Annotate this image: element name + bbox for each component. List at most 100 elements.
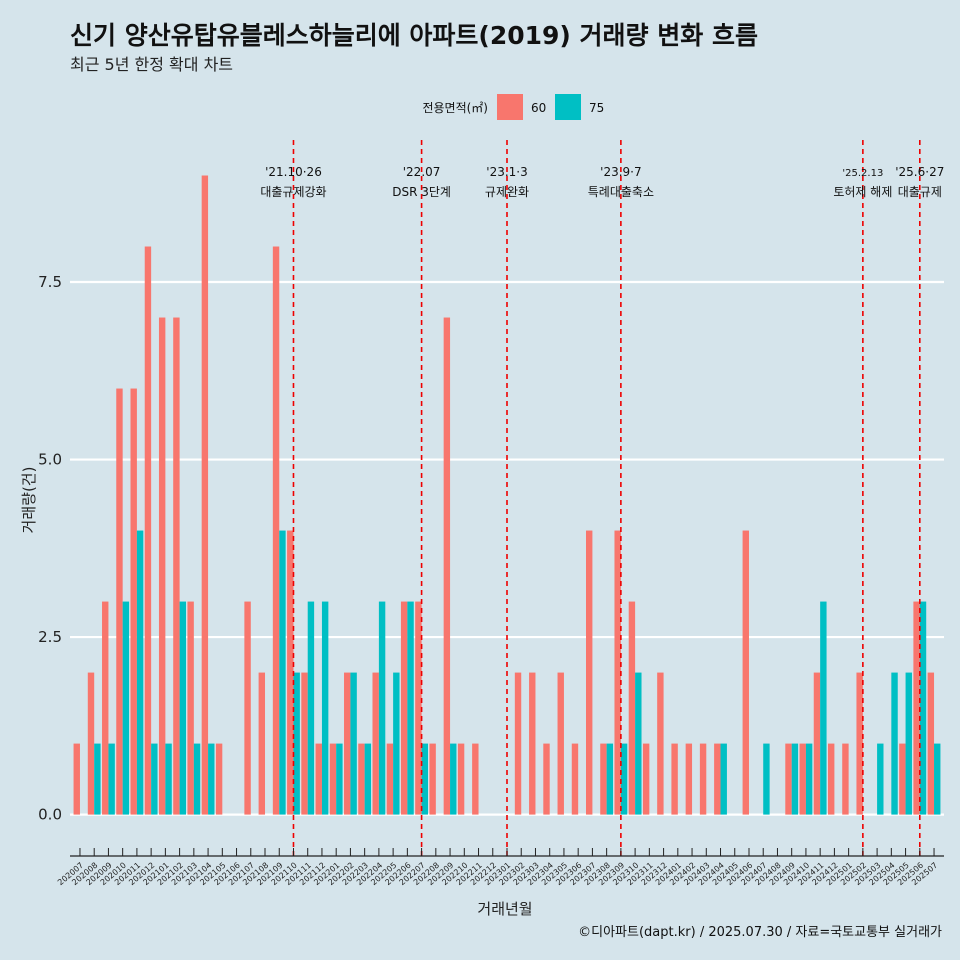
bar-75-202202	[350, 672, 357, 815]
bar-75-202409	[791, 743, 799, 815]
bar-60-202202	[344, 672, 351, 815]
y-tick-label: 2.5	[38, 628, 62, 646]
bar-75-202111	[307, 601, 315, 815]
legend: 전용면적(㎡) 60 75	[422, 94, 604, 120]
bar-60-202207	[415, 601, 422, 815]
bar-60-202110	[287, 530, 294, 815]
bar-75-202110	[293, 672, 300, 815]
bar-75-202008	[94, 743, 101, 815]
bar-75-202009	[108, 743, 115, 815]
legend-title: 전용면적(㎡)	[422, 101, 488, 115]
y-tick-label: 7.5	[38, 273, 62, 291]
bar-60-202412	[827, 743, 835, 815]
bar-75-202112	[321, 601, 329, 815]
bar-60-202204	[372, 672, 379, 815]
event-date-202502: '25.2.13	[842, 168, 883, 179]
bar-75-202209	[450, 743, 457, 815]
event-date-202301: '23.1·3	[486, 165, 527, 179]
bar-60-202501	[842, 743, 849, 815]
bar-60-202112	[315, 743, 322, 815]
bar-60-202011	[130, 388, 137, 815]
bar-60-202307	[586, 530, 593, 815]
bar-60-202304	[543, 743, 550, 815]
bar-60-202312	[657, 672, 664, 815]
bar-75-202207	[421, 743, 428, 815]
bar-75-202505	[905, 672, 912, 815]
bar-60-202409	[785, 743, 792, 815]
legend-label-60: 60	[531, 101, 546, 115]
bar-75-202101	[165, 743, 172, 815]
bar-60-202302	[514, 672, 522, 815]
bar-60-202109	[272, 246, 280, 815]
bar-60-202201	[329, 743, 337, 815]
bar-60-202305	[557, 672, 564, 815]
bar-60-202502	[856, 672, 863, 815]
bar-60-202105	[215, 743, 223, 815]
bar-60-202206	[400, 601, 408, 815]
chart-title: 신기 양산유탑유블레스하늘리에 아파트(2019) 거래량 변화 흐름	[70, 21, 758, 50]
bar-75-202506	[919, 601, 927, 815]
bar-75-202411	[820, 601, 827, 815]
bar-60-202505	[899, 743, 906, 815]
event-label-202301: 규제완화	[485, 185, 529, 199]
bar-60-202403	[699, 743, 707, 815]
bar-75-202503	[877, 743, 884, 815]
bar-60-202103	[187, 601, 194, 815]
event-label-202207: DSR 3단계	[392, 185, 451, 199]
bar-60-202308	[600, 743, 607, 815]
bar-75-202103	[193, 743, 201, 815]
x-axis-label: 거래년월	[477, 900, 532, 918]
event-label-202110: 대출규제강화	[260, 185, 326, 199]
bar-75-202310	[635, 672, 642, 815]
bar-60-202210	[457, 743, 465, 815]
bar-60-202401	[671, 743, 678, 815]
bar-60-202012	[144, 246, 152, 815]
bar-60-202506	[913, 601, 920, 815]
bar-75-202205	[393, 672, 400, 815]
bar-60-202104	[201, 175, 209, 815]
bar-60-202208	[429, 743, 436, 815]
bar-60-202108	[258, 672, 266, 815]
bar-60-202406	[742, 530, 749, 815]
bars	[73, 175, 941, 815]
bar-60-202101	[158, 317, 166, 815]
bar-60-202008	[87, 672, 95, 815]
bar-60-202402	[685, 743, 693, 815]
bar-75-202504	[891, 672, 898, 815]
event-label-202502: 토허제 해제	[833, 185, 892, 199]
bar-75-202010	[122, 601, 130, 815]
bar-60-202306	[571, 743, 579, 815]
bar-60-202007	[73, 743, 80, 815]
bar-60-202203	[358, 743, 365, 815]
bar-60-202311	[642, 743, 650, 815]
bar-75-202012	[151, 743, 158, 815]
legend-label-75: 75	[589, 101, 604, 115]
bar-60-202410	[799, 743, 806, 815]
bar-75-202308	[606, 743, 614, 815]
bar-75-202407	[763, 743, 770, 815]
bar-60-202205	[386, 743, 394, 815]
bar-60-202303	[529, 672, 536, 815]
bar-60-202309	[614, 530, 621, 815]
bar-60-202507	[927, 672, 935, 815]
bar-75-202102	[179, 601, 187, 815]
event-date-202309: '23.9·7	[600, 165, 641, 179]
legend-swatch-75	[555, 94, 581, 120]
y-axis-ticks: 0.0 2.5 5.0 7.5	[38, 273, 62, 824]
bar-75-202109	[279, 530, 286, 815]
chart-caption: ©디아파트(dapt.kr) / 2025.07.30 / 자료=국토교통부 실…	[578, 925, 942, 940]
bar-60-202102	[173, 317, 180, 815]
bar-75-202309	[620, 743, 628, 815]
bar-60-202010	[116, 388, 123, 815]
event-date-202506: '25.6·27	[895, 165, 944, 179]
bar-75-202204	[378, 601, 386, 815]
bar-75-202410	[805, 743, 813, 815]
bar-60-202310	[628, 601, 636, 815]
bar-60-202211	[472, 743, 479, 815]
bar-75-202404	[720, 743, 727, 815]
event-date-202110: '21.10·26	[265, 165, 322, 179]
bar-60-202404	[714, 743, 721, 815]
y-axis-label: 거래량(건)	[20, 467, 38, 534]
bar-60-202009	[102, 601, 109, 815]
